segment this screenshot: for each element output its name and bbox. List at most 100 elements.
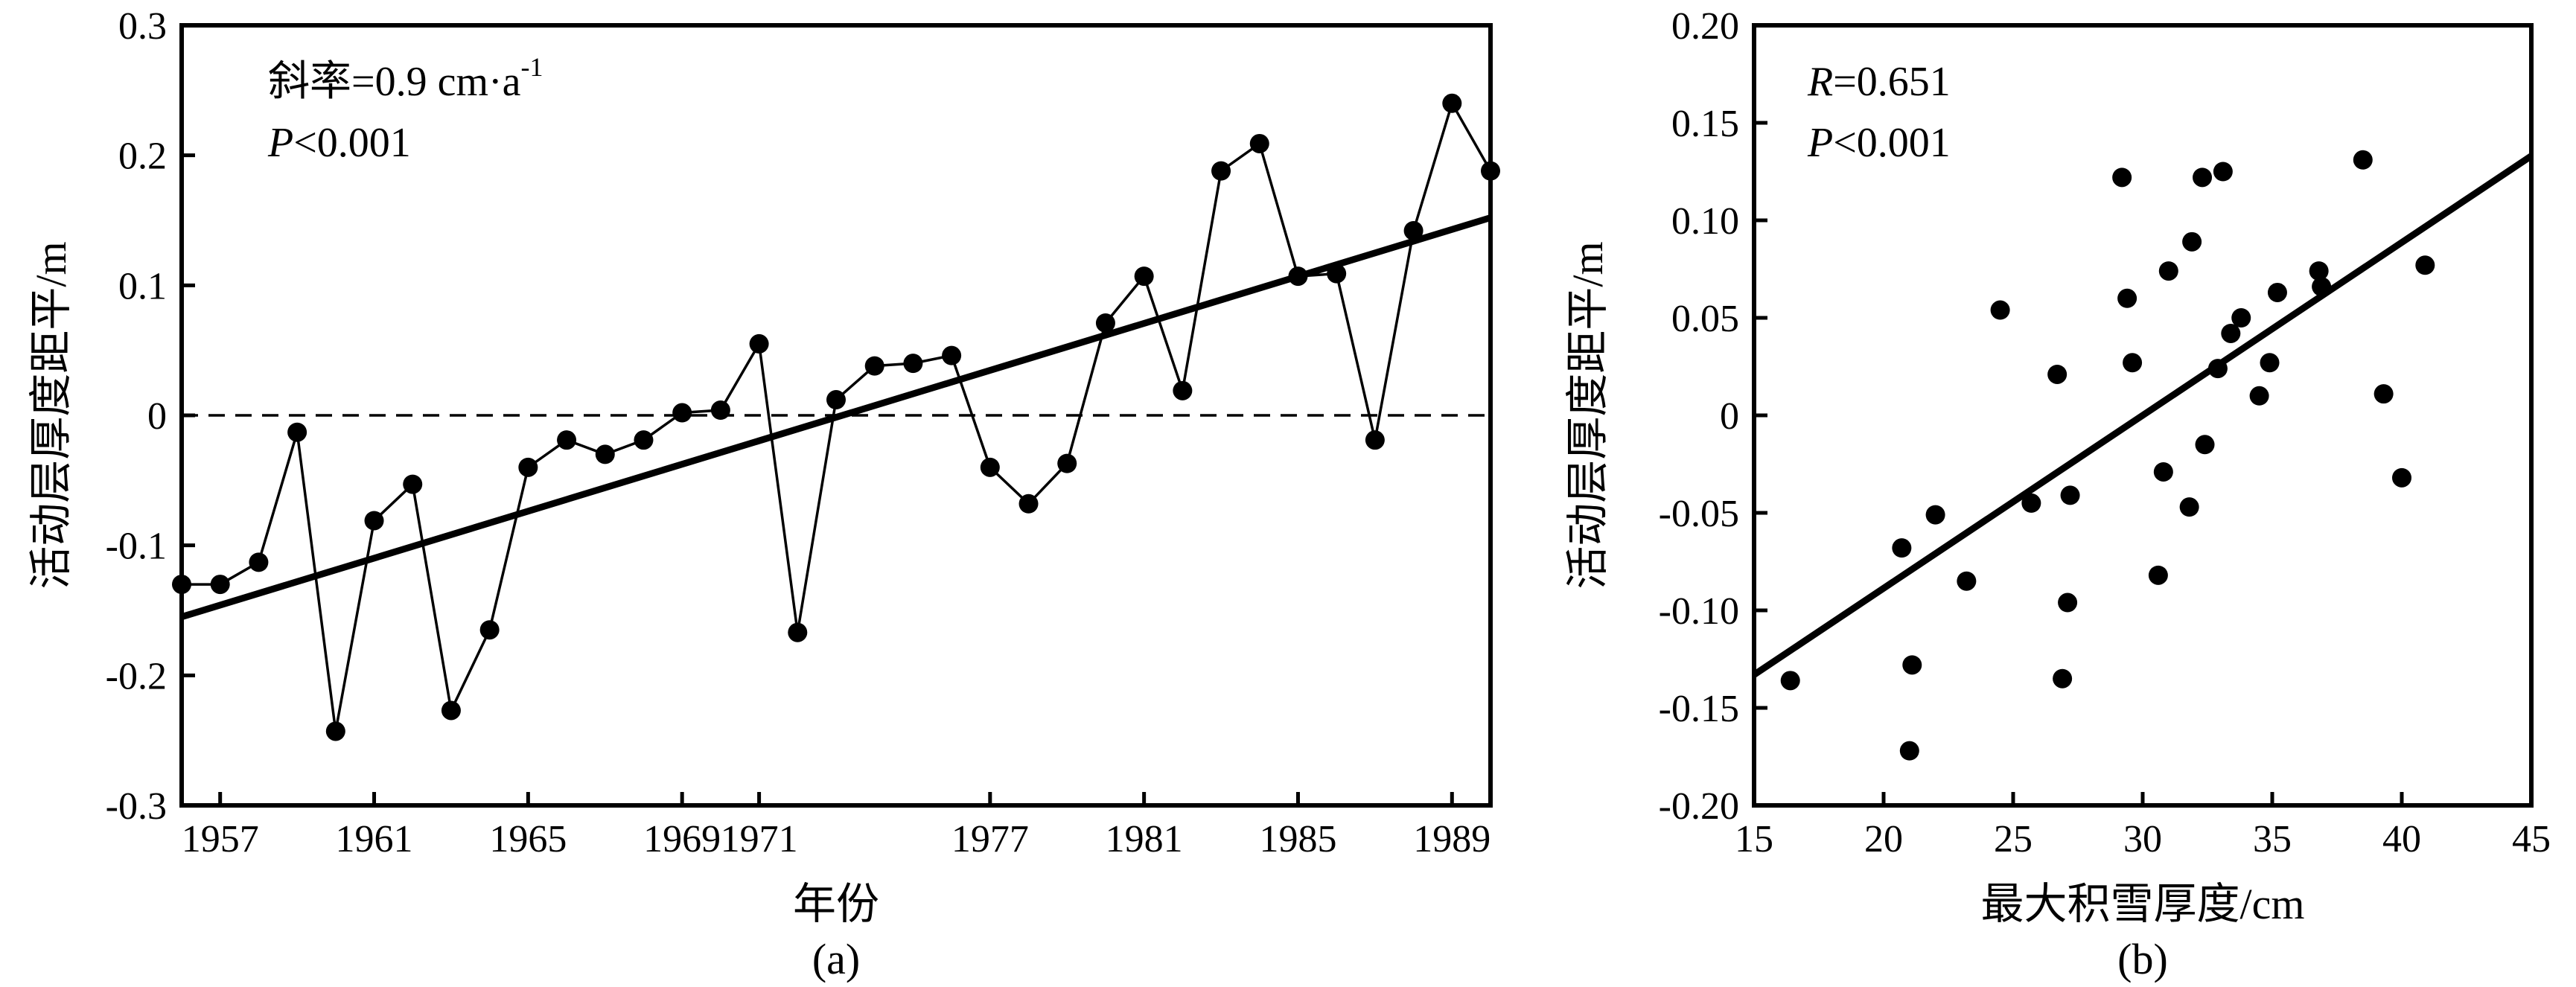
scatter-point xyxy=(2047,364,2068,384)
y-tick-label: -0.10 xyxy=(1659,590,1739,633)
panel-a-caption: (a) xyxy=(812,935,860,983)
scatter-point xyxy=(2148,565,2168,585)
data-point xyxy=(403,474,423,494)
trend-line xyxy=(1752,153,2534,678)
data-point xyxy=(788,622,808,642)
scatter-point xyxy=(2112,167,2132,188)
scatter-point xyxy=(2123,353,2143,373)
panel-b-scatter-chart: -0.20 -0.15 -0.10 -0.05 0 0.05 0.10 0.15 0.20 15 2… xyxy=(1563,5,2551,983)
y-tick-label: -0.15 xyxy=(1659,688,1739,730)
y-tick-label: -0.3 xyxy=(106,785,167,828)
data-point xyxy=(980,457,1000,477)
data-point xyxy=(1173,380,1193,400)
panel-b-r-annotation: R=0.651 xyxy=(1807,59,1951,105)
panel-b-x-axis-label: 最大积雪厚度/cm xyxy=(1981,880,2305,928)
y-tick-label: 0 xyxy=(1720,395,1739,438)
scatter-point xyxy=(1899,741,1919,761)
scatter-point xyxy=(2195,435,2215,455)
y-tick-label: 0.05 xyxy=(1671,298,1739,340)
data-point xyxy=(1288,266,1308,287)
panel-a-x-axis-label: 年份 xyxy=(793,880,879,928)
data-point xyxy=(1018,494,1039,514)
y-tick-label: 0.2 xyxy=(118,135,167,178)
y-tick-label: 0.10 xyxy=(1671,200,1739,243)
data-point xyxy=(441,700,461,721)
panel-a-y-axis-label: 活动层厚度距平/m xyxy=(27,241,75,589)
scatter-point xyxy=(2249,386,2269,406)
scatter-point xyxy=(2053,668,2073,689)
data-point xyxy=(710,400,730,421)
scatter-point xyxy=(2260,353,2280,373)
scatter-point xyxy=(1892,538,1912,558)
data-point xyxy=(634,430,654,450)
x-tick-label: 1985 xyxy=(1259,818,1336,860)
scatter-point xyxy=(2182,231,2202,252)
x-tick-label: 1971 xyxy=(721,818,798,860)
scatter-point xyxy=(2058,592,2078,613)
x-tick-label: 25 xyxy=(1994,818,2033,860)
x-tick-label: 15 xyxy=(1735,818,1773,860)
data-point xyxy=(1327,263,1347,284)
y-tick-label: 0.15 xyxy=(1671,103,1739,145)
scatter-point xyxy=(2021,493,2041,513)
scatter-point xyxy=(2353,150,2373,170)
scatter-point xyxy=(2373,384,2394,404)
x-tick-label: 40 xyxy=(2382,818,2421,860)
y-tick-label: 0.3 xyxy=(118,5,167,48)
data-point xyxy=(942,345,962,365)
y-tick-label: 0.1 xyxy=(118,265,167,307)
x-tick-label: 1957 xyxy=(182,818,259,860)
scatter-point xyxy=(1902,655,1922,675)
x-tick-label: 1961 xyxy=(336,818,413,860)
scatter-point xyxy=(2213,162,2233,182)
data-point xyxy=(749,333,769,354)
y-tick-label: 0 xyxy=(147,395,167,438)
data-point xyxy=(1211,161,1231,181)
y-tick-label: 0.20 xyxy=(1671,5,1739,48)
scatter-point xyxy=(1780,671,1800,691)
data-point xyxy=(557,430,577,450)
data-point xyxy=(1057,453,1077,473)
x-tick-label: 1965 xyxy=(489,818,567,860)
panel-b-marks xyxy=(1752,150,2534,761)
scatter-point xyxy=(2158,261,2178,281)
data-point xyxy=(1249,133,1269,153)
data-point xyxy=(325,721,345,741)
data-point xyxy=(364,511,384,531)
data-point xyxy=(1403,220,1424,240)
panel-b-y-axis-label: 活动层厚度距平/m xyxy=(1563,241,1612,589)
scatter-point xyxy=(2153,461,2173,482)
data-point xyxy=(518,457,538,477)
panel-b-ticks: -0.20 -0.15 -0.10 -0.05 0 0.05 0.10 0.15 0.20 15 2… xyxy=(1659,5,2551,860)
data-point xyxy=(479,620,500,640)
scatter-point xyxy=(2060,485,2080,505)
scatter-point xyxy=(2309,261,2329,281)
scatter-point xyxy=(2415,255,2435,275)
data-point xyxy=(1365,430,1385,450)
scatter-point xyxy=(1990,300,2010,320)
trend-line xyxy=(180,214,1492,621)
scatter-point xyxy=(2207,359,2228,379)
data-point xyxy=(1095,313,1115,333)
y-tick-label: -0.20 xyxy=(1659,785,1739,828)
panel-a-marks xyxy=(172,93,1500,741)
scatter-point xyxy=(2312,277,2332,297)
scatter-point xyxy=(2392,467,2411,488)
data-point xyxy=(672,403,692,423)
scatter-point xyxy=(2267,282,2287,302)
y-tick-label: -0.1 xyxy=(106,526,167,568)
x-tick-label: 1989 xyxy=(1413,818,1491,860)
x-tick-label: 1981 xyxy=(1106,818,1183,860)
y-tick-label: -0.05 xyxy=(1659,493,1739,535)
scatter-point xyxy=(2193,167,2213,188)
data-point xyxy=(210,575,230,595)
y-tick-label: -0.2 xyxy=(106,655,167,697)
scatter-point xyxy=(2179,497,2199,517)
x-tick-label: 20 xyxy=(1864,818,1903,860)
scatter-point xyxy=(1925,505,1945,525)
data-point xyxy=(903,354,923,374)
x-tick-label: 35 xyxy=(2253,818,2292,860)
